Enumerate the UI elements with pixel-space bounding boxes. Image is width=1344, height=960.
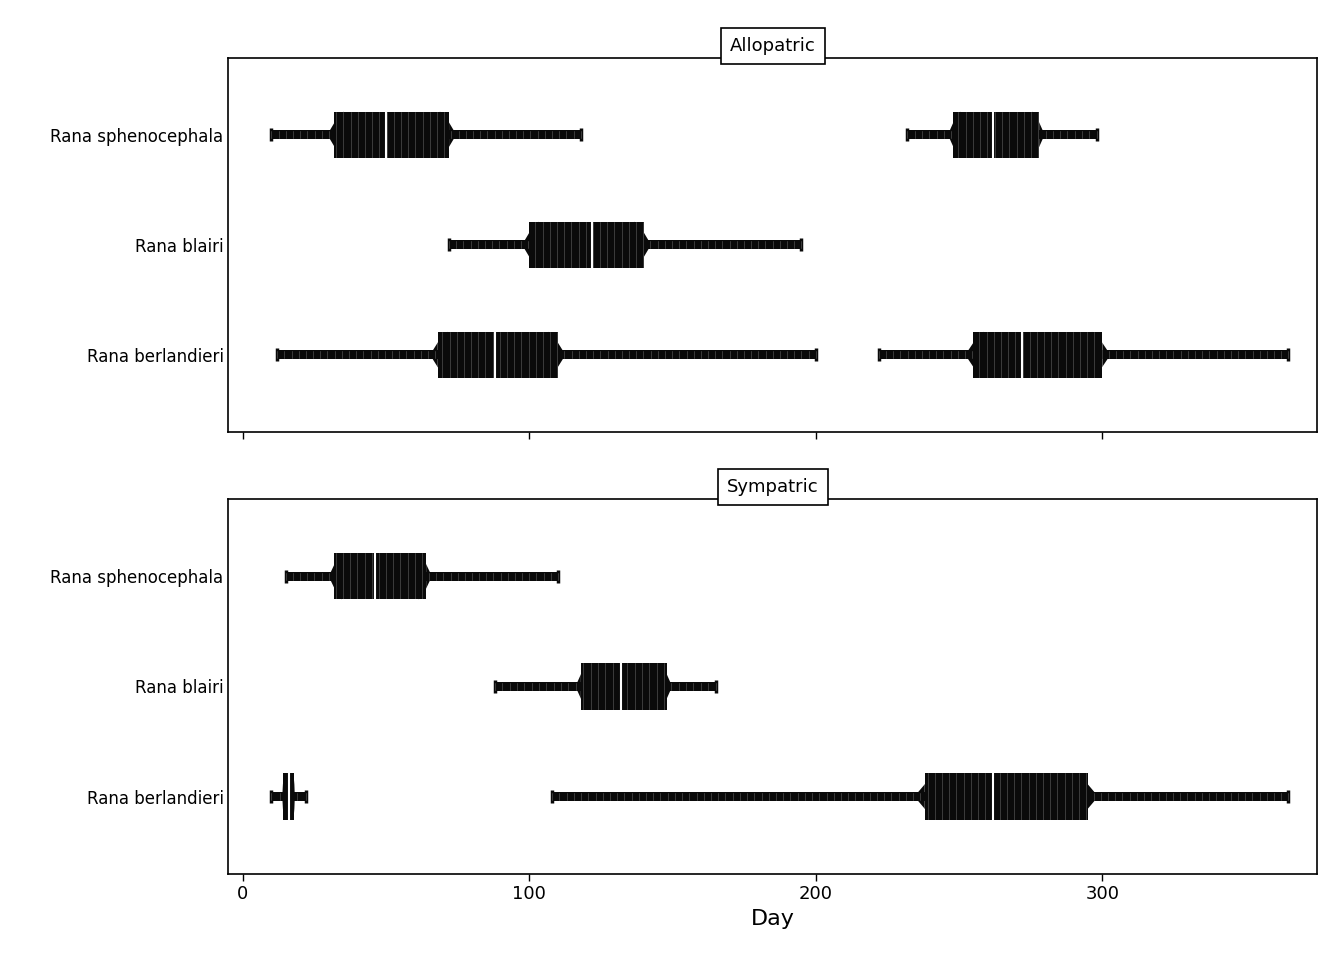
Polygon shape bbox=[433, 343, 438, 367]
Polygon shape bbox=[918, 784, 925, 808]
Polygon shape bbox=[438, 332, 558, 378]
Polygon shape bbox=[271, 131, 335, 139]
Polygon shape bbox=[667, 682, 715, 691]
Polygon shape bbox=[277, 350, 438, 359]
Polygon shape bbox=[925, 774, 938, 820]
Polygon shape bbox=[426, 564, 430, 588]
Polygon shape bbox=[1091, 332, 1102, 378]
Polygon shape bbox=[552, 792, 925, 801]
Polygon shape bbox=[438, 332, 448, 378]
Polygon shape bbox=[449, 240, 530, 250]
Polygon shape bbox=[286, 572, 335, 581]
Polygon shape bbox=[953, 111, 1039, 157]
Polygon shape bbox=[973, 332, 1102, 378]
Polygon shape bbox=[329, 123, 335, 147]
Polygon shape bbox=[907, 131, 953, 139]
Polygon shape bbox=[925, 774, 1087, 820]
Polygon shape bbox=[335, 553, 426, 599]
Polygon shape bbox=[271, 792, 284, 801]
Polygon shape bbox=[335, 111, 344, 157]
Polygon shape bbox=[530, 222, 539, 268]
Polygon shape bbox=[1032, 111, 1039, 157]
Polygon shape bbox=[581, 663, 587, 709]
Polygon shape bbox=[558, 343, 563, 367]
Polygon shape bbox=[524, 232, 530, 257]
Polygon shape bbox=[331, 564, 335, 588]
Polygon shape bbox=[1087, 784, 1094, 808]
Polygon shape bbox=[644, 240, 801, 250]
Polygon shape bbox=[968, 343, 973, 367]
Polygon shape bbox=[1087, 792, 1289, 801]
Polygon shape bbox=[1039, 131, 1097, 139]
Polygon shape bbox=[284, 774, 294, 820]
Polygon shape bbox=[495, 682, 581, 691]
Polygon shape bbox=[660, 663, 667, 709]
Polygon shape bbox=[548, 332, 558, 378]
Polygon shape bbox=[449, 131, 581, 139]
Polygon shape bbox=[1102, 350, 1289, 359]
Polygon shape bbox=[953, 111, 960, 157]
Polygon shape bbox=[1039, 123, 1043, 147]
X-axis label: Day: Day bbox=[751, 909, 794, 929]
Polygon shape bbox=[644, 232, 648, 257]
Polygon shape bbox=[950, 123, 953, 147]
Polygon shape bbox=[973, 332, 984, 378]
Polygon shape bbox=[667, 674, 671, 699]
Polygon shape bbox=[1075, 774, 1087, 820]
Title: Allopatric: Allopatric bbox=[730, 36, 816, 55]
Polygon shape bbox=[558, 350, 816, 359]
Polygon shape bbox=[426, 572, 558, 581]
Title: Sympatric: Sympatric bbox=[727, 478, 818, 496]
Polygon shape bbox=[419, 553, 426, 599]
Polygon shape bbox=[335, 111, 449, 157]
Polygon shape bbox=[879, 350, 973, 359]
Polygon shape bbox=[449, 123, 454, 147]
Polygon shape bbox=[1102, 343, 1107, 367]
Polygon shape bbox=[294, 792, 306, 801]
Polygon shape bbox=[335, 553, 341, 599]
Polygon shape bbox=[439, 111, 449, 157]
Polygon shape bbox=[578, 674, 581, 699]
Polygon shape bbox=[581, 663, 667, 709]
Polygon shape bbox=[530, 222, 644, 268]
Polygon shape bbox=[634, 222, 644, 268]
